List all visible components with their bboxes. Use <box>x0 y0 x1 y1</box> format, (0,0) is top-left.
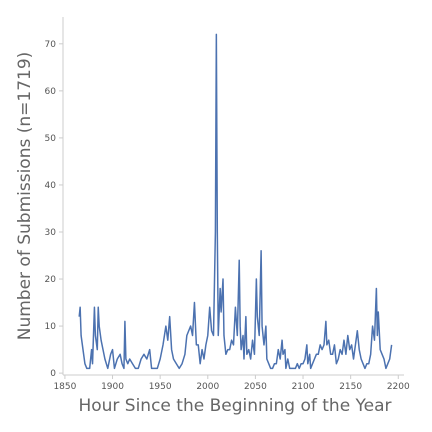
x-tick-label: 2050 <box>244 382 267 392</box>
x-tick-label: 2000 <box>196 382 219 392</box>
y-tick-label: 50 <box>45 134 57 144</box>
y-tick-label: 40 <box>45 181 57 191</box>
line <box>78 33 393 370</box>
x-axis-label: Hour Since the Beginning of the Year <box>78 396 391 416</box>
x-tick-label: 2100 <box>292 382 315 392</box>
y-tick-label: 60 <box>45 87 57 97</box>
y-tick-label: 70 <box>45 40 57 50</box>
x-tick-label: 1900 <box>101 382 124 392</box>
y-tick-label: 30 <box>45 228 57 238</box>
y-tick-label: 10 <box>45 322 57 332</box>
x-tick-label: 1850 <box>53 382 76 392</box>
y-axis-label: Number of Submissions (n=1719) <box>15 52 35 341</box>
x-tick-label: 1950 <box>149 382 172 392</box>
y-tick-label: 20 <box>45 275 57 285</box>
x-tick-label: 2150 <box>339 382 362 392</box>
x-tick-label: 2200 <box>387 382 410 392</box>
y-tick-label: 0 <box>50 369 56 379</box>
